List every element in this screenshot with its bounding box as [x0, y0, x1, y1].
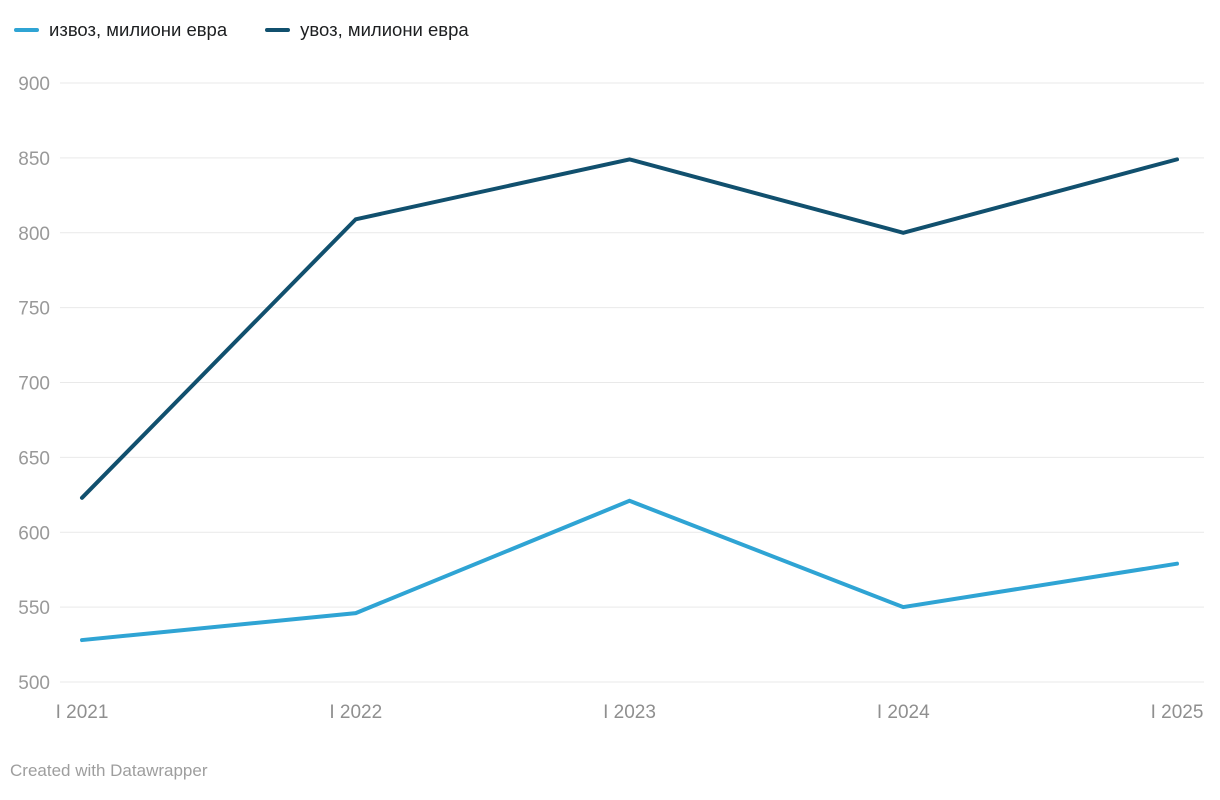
y-tick-label: 750: [18, 299, 50, 320]
legend: извоз, милиони евра увоз, милиони евра: [14, 19, 469, 40]
exports-line-swatch: [14, 28, 39, 33]
imports-line-swatch: [265, 28, 291, 33]
legend-label-exports: извоз, милиони евра: [49, 19, 228, 40]
x-tick-label: I 2023: [603, 702, 656, 723]
x-tick-label: I 2024: [877, 702, 930, 723]
x-tick-label: I 2025: [1151, 702, 1204, 723]
series-line-1: [80, 157, 1179, 500]
y-tick-label: 500: [18, 673, 50, 694]
legend-item-imports: увоз, милиони евра: [265, 19, 469, 40]
series-line-0: [80, 498, 1179, 643]
y-tick-label: 800: [18, 224, 50, 245]
y-tick-label: 700: [18, 374, 50, 395]
y-tick-label: 850: [18, 149, 50, 170]
y-tick-label: 900: [18, 74, 50, 95]
x-tick-label: I 2021: [56, 702, 109, 723]
attribution-text: Created with Datawrapper: [10, 761, 208, 780]
legend-item-exports: извоз, милиони евра: [14, 19, 228, 40]
y-tick-label: 650: [18, 448, 50, 469]
y-tick-label: 550: [18, 598, 50, 619]
y-tick-label: 600: [18, 523, 50, 544]
legend-label-imports: увоз, милиони евра: [300, 19, 469, 40]
x-tick-label: I 2022: [329, 702, 382, 723]
